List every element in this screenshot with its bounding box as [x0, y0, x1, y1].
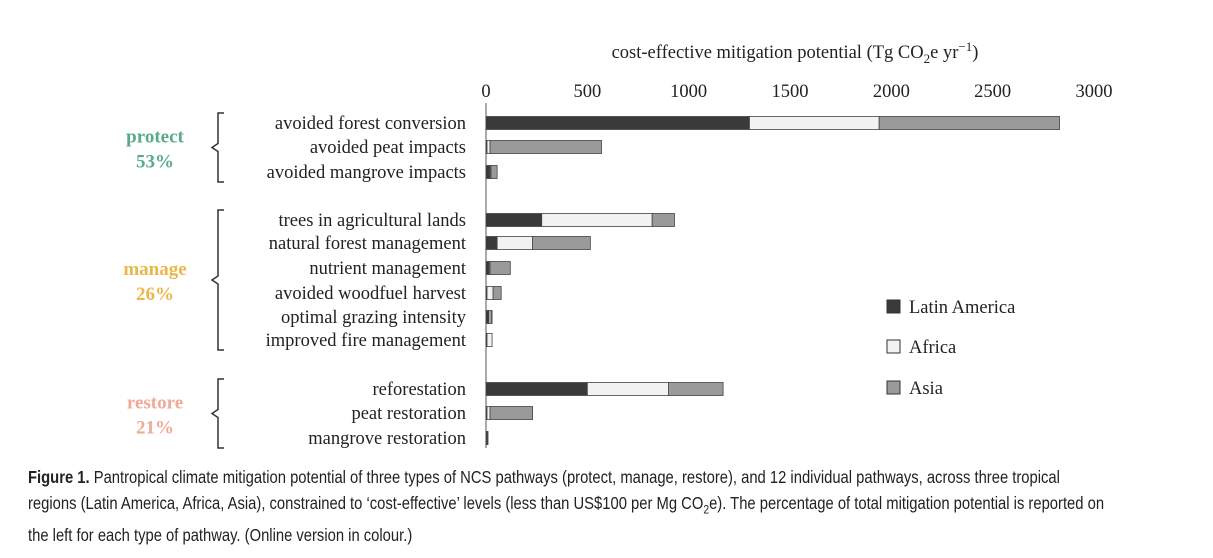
bar-segment-africa — [496, 236, 534, 250]
caption-line-1: Pantropical climate mitigation potential… — [89, 467, 1060, 487]
pathway-label: trees in agricultural lands — [278, 211, 466, 231]
pathway-label: avoided peat impacts — [310, 138, 466, 158]
bar-segment-latin-america — [485, 382, 588, 396]
bar-segment-africa — [486, 140, 491, 154]
bar-segment-latin-america — [485, 213, 543, 227]
bar-segment-asia — [878, 116, 1060, 130]
pathway-label: mangrove restoration — [308, 429, 466, 449]
legend-label: Asia — [909, 379, 943, 399]
pathway-label: avoided forest conversion — [275, 114, 466, 134]
pathway-labels: avoided forest conversion avoided peat im… — [266, 114, 467, 449]
bar-segment-asia — [489, 261, 511, 275]
group-label: restore — [127, 393, 183, 414]
bar-segment-africa — [541, 213, 653, 227]
legend-label: Africa — [909, 338, 956, 358]
x-tick-label: 2500 — [974, 82, 1011, 102]
group-percent: 21% — [136, 418, 174, 439]
x-axis-label: cost-effective mitigation potential (Tg … — [612, 39, 979, 66]
caption-line-3: the left for each type of pathway. (Onli… — [28, 525, 413, 546]
x-tick-label: 3000 — [1076, 82, 1113, 102]
bar-segment-africa — [586, 382, 669, 396]
legend-swatch — [886, 339, 901, 354]
bar-segment-latin-america — [485, 261, 490, 275]
bar-segment-africa — [486, 406, 491, 420]
bar-segment-africa — [486, 333, 493, 347]
bar-segment-asia — [490, 310, 493, 324]
bar-segment-asia — [487, 431, 489, 445]
figure-caption: Figure 1. Pantropical climate mitigation… — [28, 464, 1198, 548]
bar-segment-asia — [651, 213, 675, 227]
x-axis: 0 500 1000 1500 2000 2500 3000 — [481, 82, 1113, 448]
x-tick-label: 2000 — [873, 82, 910, 102]
figure-label: Figure 1. — [28, 467, 90, 487]
bar-segment-africa — [486, 286, 494, 300]
group-bracket — [210, 112, 224, 183]
group-percent: 53% — [136, 152, 174, 173]
pathway-label: reforestation — [373, 380, 467, 400]
bar-segment-latin-america — [485, 236, 498, 250]
bar-segment-asia — [668, 382, 724, 396]
bar-segment-asia — [492, 286, 502, 300]
legend-label: Latin America — [909, 298, 1015, 318]
pathway-label: optimal grazing intensity — [281, 308, 467, 328]
bar-segment-latin-america — [485, 116, 750, 130]
legend-swatch — [886, 299, 901, 314]
pathway-label: nutrient management — [309, 259, 467, 279]
bar-segment-latin-america — [485, 310, 490, 324]
pathway-label: natural forest management — [269, 234, 467, 254]
group-label: manage — [123, 259, 186, 280]
x-tick-label: 1500 — [772, 82, 809, 102]
x-tick-label: 0 — [481, 82, 490, 102]
x-tick-label: 1000 — [670, 82, 707, 102]
group-percent: 26% — [136, 284, 174, 305]
caption-line-2: regions (Latin America, Africa, Asia), c… — [28, 493, 1105, 517]
bar-segment-asia — [489, 140, 602, 154]
pathway-label: avoided woodfuel harvest — [275, 284, 467, 304]
pathway-label: avoided mangrove impacts — [267, 163, 466, 183]
legend-swatch — [886, 380, 901, 395]
group-bracket — [210, 378, 224, 449]
bar-segment-asia — [489, 406, 534, 420]
pathway-label: improved fire management — [266, 331, 467, 351]
bars — [485, 116, 1060, 445]
group-labels: protect 53% manage 26% restore 21% — [123, 112, 224, 449]
bar-segment-asia — [532, 236, 591, 250]
group-label: protect — [126, 127, 184, 148]
pathway-label: peat restoration — [351, 404, 466, 424]
legend: Latin America Africa Asia — [886, 298, 1015, 399]
bar-segment-latin-america — [485, 165, 491, 179]
bar-segment-asia — [490, 165, 498, 179]
x-tick-label: 500 — [573, 82, 601, 102]
chart: cost-effective mitigation potential (Tg … — [123, 39, 1113, 449]
bar-segment-africa — [749, 116, 880, 130]
group-bracket — [210, 209, 224, 351]
